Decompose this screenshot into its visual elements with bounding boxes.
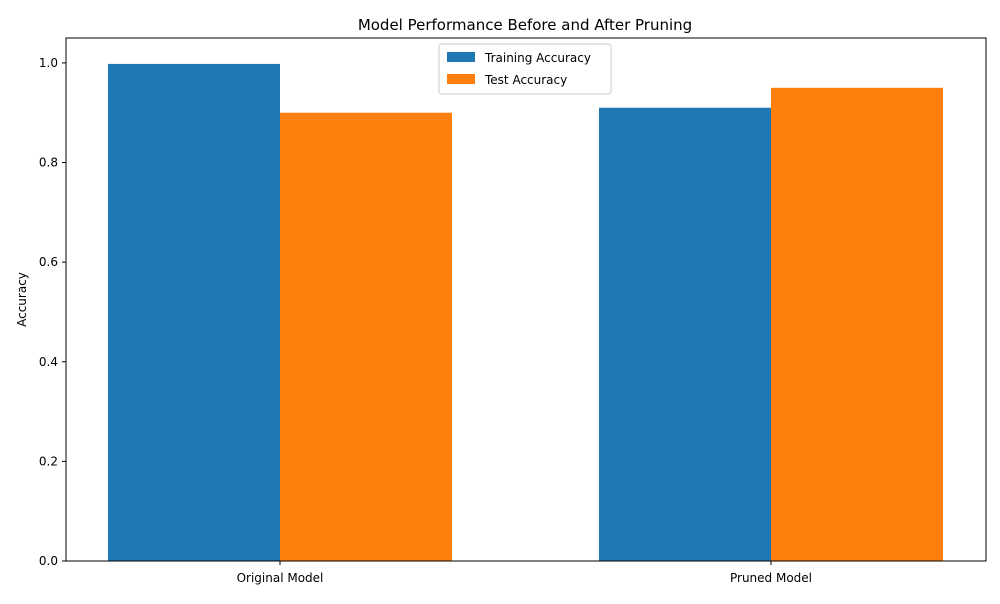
legend-box — [438, 43, 612, 95]
y-tick-label: 1.0 — [39, 56, 58, 70]
bar-test-accuracy-original-model — [280, 112, 452, 561]
y-tick-label: 0.8 — [39, 156, 58, 170]
y-tick-label: 0.2 — [39, 454, 58, 468]
plot-frame — [65, 37, 987, 562]
legend: Training Accuracy Test Accuracy — [438, 43, 612, 95]
x-tick-label: Original Model — [237, 571, 324, 585]
bar-test-accuracy-pruned-model — [771, 87, 943, 562]
legend-swatch — [447, 74, 475, 84]
bar-training-accuracy-original-model — [108, 63, 280, 562]
y-tick-label: 0.0 — [39, 554, 58, 568]
legend-swatch — [447, 52, 475, 62]
y-axis-title: Accuracy — [15, 272, 29, 327]
y-tick-label: 0.4 — [39, 355, 58, 369]
bar-training-accuracy-pruned-model — [599, 107, 771, 561]
axes-layer: Original Model Pruned Model 0.0 0.2 0.4 0.6 0.… — [39, 37, 987, 585]
chart-title: Model Performance Before and After Pruni… — [358, 16, 692, 34]
bars-layer — [108, 63, 943, 562]
legend-label: Test Accuracy — [484, 73, 567, 87]
legend-label: Training Accuracy — [484, 51, 591, 65]
y-tick-label: 0.6 — [39, 255, 58, 269]
x-tick-label: Pruned Model — [730, 571, 812, 585]
